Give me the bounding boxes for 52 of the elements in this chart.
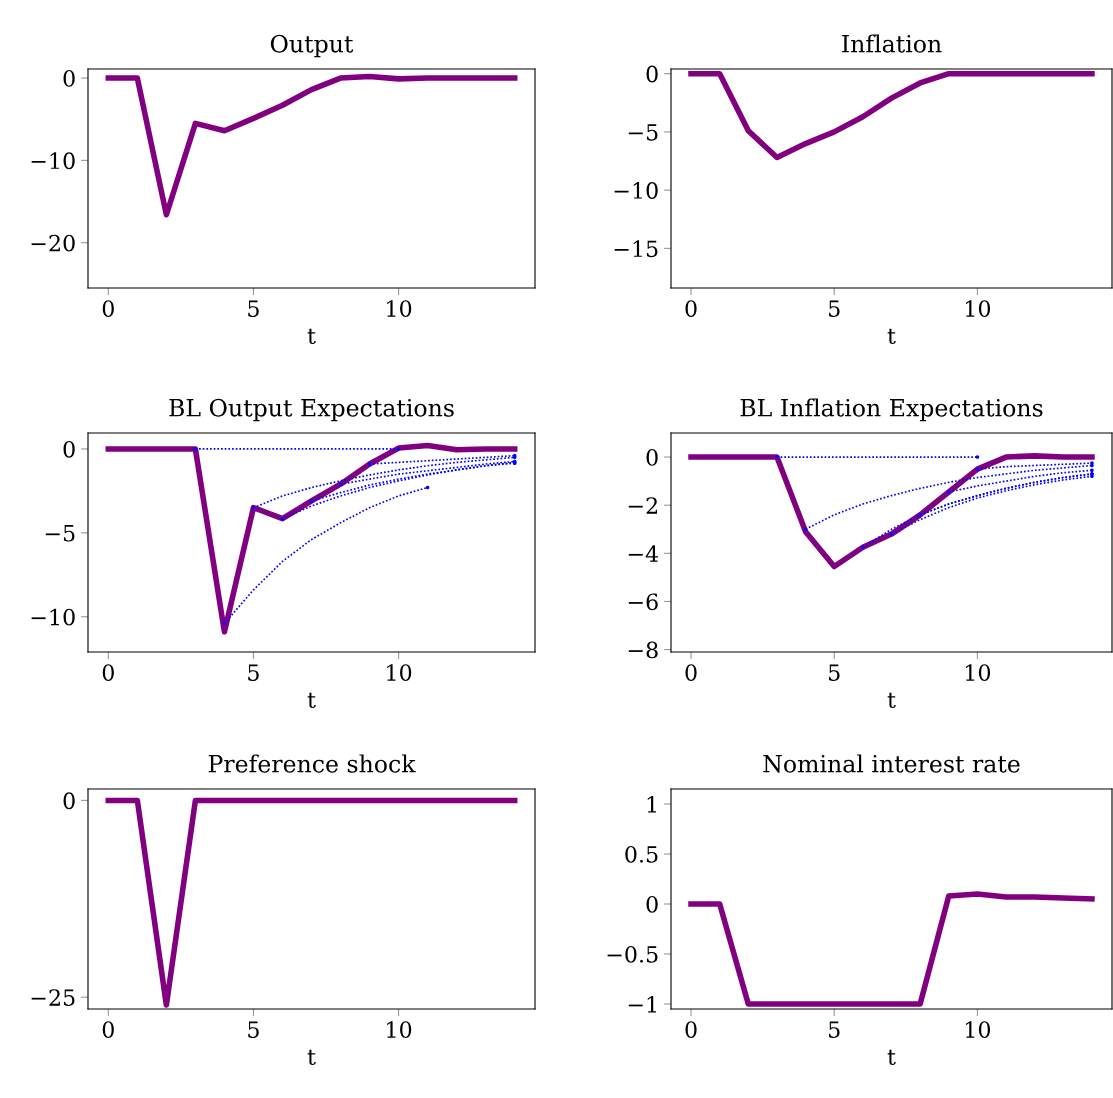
y-tick-label: −25	[31, 989, 75, 1006]
y-tick-label: −5	[628, 124, 658, 141]
y-tick-label: −15	[614, 240, 658, 258]
y-tick-label: −10	[31, 608, 75, 626]
x-axis-title: t	[307, 692, 316, 709]
y-tick-label: −10	[31, 152, 75, 170]
chart-title: Preference shock	[208, 754, 416, 773]
x-tick-label: 10	[387, 300, 412, 318]
y-tick-label: 0	[646, 895, 658, 913]
y-tick-label: −10	[614, 182, 658, 199]
y-tick-label: −2	[628, 497, 658, 514]
x-tick-label: 5	[248, 1021, 259, 1039]
x-tick-label: 5	[829, 1021, 840, 1039]
y-tick-label: 0	[63, 70, 75, 87]
chart-title: Inflation	[842, 34, 942, 53]
x-tick-label: 10	[387, 1021, 412, 1039]
y-tick-label: −8	[628, 641, 658, 659]
x-tick-label: 0	[102, 664, 114, 682]
x-axis-title: t	[887, 692, 896, 709]
x-tick-label: 0	[685, 664, 697, 682]
x-axis-title: t	[887, 328, 896, 345]
x-tick-label: 0	[102, 1021, 114, 1039]
x-tick-label: 0	[685, 1021, 697, 1039]
x-tick-label: 10	[387, 664, 412, 682]
chart-title: BL Inflation Expectations	[740, 398, 1043, 422]
chart-title: Nominal interest rate	[763, 754, 1020, 773]
x-axis-title: t	[307, 328, 316, 345]
x-tick-label: 10	[965, 1021, 991, 1039]
x-axis-title: t	[887, 1049, 896, 1066]
x-tick-label: 5	[829, 664, 840, 682]
x-tick-label: 5	[248, 300, 259, 318]
x-tick-label: 10	[965, 300, 991, 318]
y-tick-label: −4	[628, 545, 659, 562]
x-tick-label: 5	[829, 300, 840, 318]
y-tick-label: 1	[647, 795, 657, 813]
y-tick-label: 0	[63, 440, 75, 458]
y-tick-label: −5	[45, 525, 75, 542]
chart-title: Output	[270, 34, 354, 58]
chart-title: BL Output Expectations	[169, 398, 454, 422]
y-tick-label: −20	[31, 234, 75, 252]
y-tick-label: −0.5	[607, 945, 658, 963]
y-tick-label: −6	[628, 593, 658, 611]
x-tick-label: 5	[248, 664, 259, 682]
x-tick-label: 10	[965, 664, 991, 682]
y-tick-label: 0.5	[625, 845, 658, 863]
x-axis-title: t	[307, 1049, 316, 1066]
x-tick-label: 0	[102, 300, 114, 318]
y-tick-label: 0	[646, 449, 658, 466]
x-tick-label: 0	[685, 300, 697, 318]
y-tick-label: −1	[628, 995, 657, 1013]
y-tick-label: 0	[646, 65, 658, 83]
y-tick-label: 0	[63, 792, 75, 810]
